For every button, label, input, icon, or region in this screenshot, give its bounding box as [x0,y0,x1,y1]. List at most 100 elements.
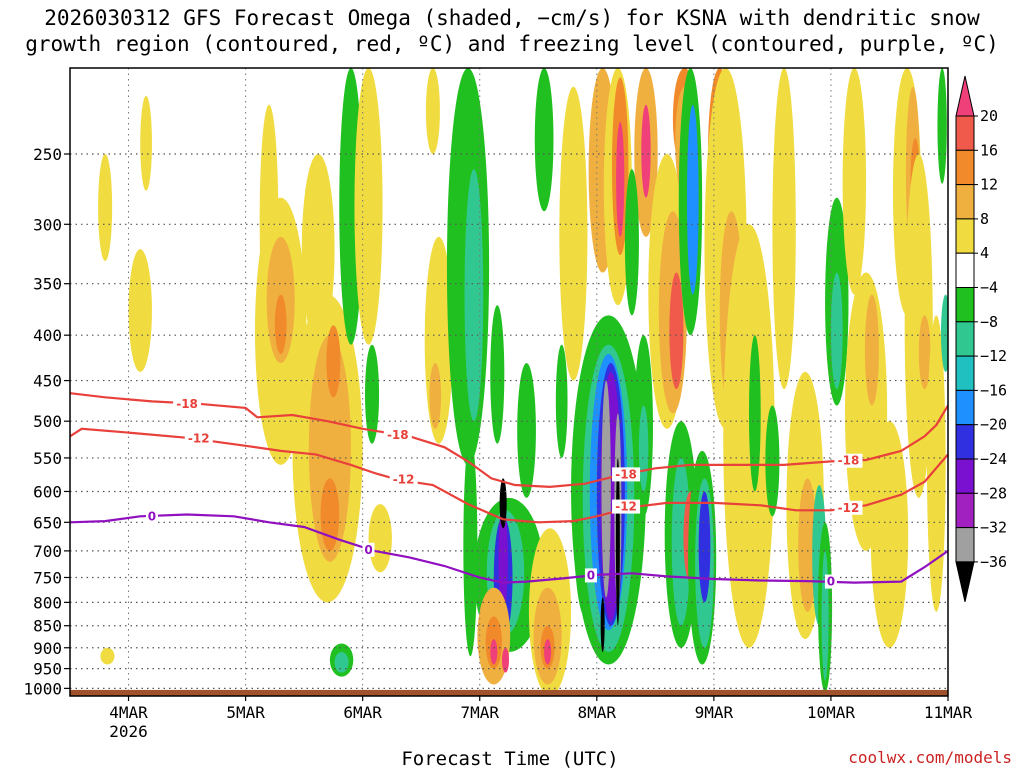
colorbar: 20 16 12 8 4 −4 −8 −12 −16 −20 −24 −28 −32 −36 [955,75,1007,603]
colorbar-top-arrow [955,75,975,117]
dgz-bottom-minus12-line [70,427,948,524]
y-tick-label-900: 900 [33,639,62,658]
dgz-bottom-minus12-label-3: -12 [838,501,860,515]
omega-cell-64 [669,272,684,390]
omega-cell-88 [830,272,843,390]
colorbar-swatch-7 [955,321,975,357]
omega-cell-52 [600,597,605,653]
colorbar-swatch-12 [955,492,975,529]
freezing-level-0-line [70,513,948,584]
colorbar-swatch-3 [955,184,975,220]
y-tick-label-400: 400 [33,326,62,345]
colorbar-swatch-5 [955,252,975,288]
omega-cell-10 [308,335,351,562]
dgz-bottom-minus12-label-bg-2 [612,499,641,514]
omega-cell-100 [940,294,948,372]
omega-cell-89 [842,68,867,295]
y-tick-label-850: 850 [33,617,62,636]
omega-cell-78 [723,224,775,648]
dgz-top-minus18-label-bg-0 [173,396,202,411]
dgz-bottom-minus12-label-bg-0 [184,431,213,446]
omega-cell-99 [937,68,947,184]
omega-cell-70 [671,457,691,626]
omega-cell-0 [98,154,113,262]
omega-cell-2 [128,249,152,372]
chart-title-line-2: growth region (contoured, red, ºC) and f… [25,32,999,56]
y-tick-label-350: 350 [33,275,62,294]
omega-cell-86 [821,550,829,681]
omega-cell-36 [534,68,554,212]
omega-cell-32 [490,639,498,665]
omega-cell-92 [870,421,909,648]
omega-cell-96 [904,154,933,498]
y-tick-label-750: 750 [33,568,62,587]
plot-frame [69,67,949,697]
colorbar-label-6: −8 [980,313,998,331]
omega-cell-12 [326,325,341,398]
omega-cell-61 [638,405,649,492]
omega-cell-79 [748,335,761,492]
colorbar-label-11: −28 [980,484,1007,502]
grid [70,68,948,696]
colorbar-swatch-9 [955,389,975,426]
dgz-bottom-minus12-label-1: -12 [393,473,415,487]
colorbar-swatch-13 [955,527,975,563]
dgz-bottom-minus12-label-2: -12 [615,500,637,514]
credit-text: coolwx.com/models [848,748,1012,767]
dgz-bottom-minus12-label-bg-3 [834,500,863,515]
x-tick-label-6: 10MAR [807,703,856,722]
x-tick-label-0: 4MAR [109,703,148,722]
y-tick-label-1000: 1000 [23,679,62,698]
omega-cell-21 [429,363,442,429]
colorbar-label-4: 4 [980,244,989,262]
y-tick-label-700: 700 [33,542,62,561]
omega-cell-33 [501,647,509,673]
omega-cell-81 [772,68,796,390]
freezing-level-0-label-bg-0 [145,509,158,524]
colorbar-swatch-8 [955,355,975,391]
omega-cell-58 [641,104,651,198]
y-tick-label-500: 500 [33,412,62,431]
y-tick-label-300: 300 [33,215,62,234]
colorbar-label-9: −20 [980,416,1007,434]
omega-cell-25 [490,305,505,444]
freezing-level-0-label-bg-1 [362,542,375,557]
x-tick-sublabel-0: 2026 [109,722,148,741]
omega-cell-41 [555,344,568,458]
freezing-level-0-label-bg-2 [584,568,597,583]
omega-cell-35 [517,363,536,498]
dgz-top-minus18-label-2: -18 [615,467,637,481]
y-tick-label-950: 950 [33,660,62,679]
colorbar-label-5: −4 [980,279,998,297]
omega-cell-40 [544,639,552,665]
x-tick-label-7: 11MAR [924,703,973,722]
omega-cell-17 [365,344,380,444]
freezing-level-0-label-3: 0 [827,575,835,589]
omega-cell-7 [274,294,287,354]
colorbar-label-12: −32 [980,519,1007,537]
y-tick-label-650: 650 [33,513,62,532]
omega-cell-42 [559,86,588,381]
omega-cell-98 [926,315,946,612]
colorbar-bottom-arrow [955,561,975,603]
x-tick-label-3: 7MAR [460,703,499,722]
freezing-level-0-label-1: 0 [364,543,372,557]
omega-cell-56 [616,121,625,237]
freezing-level-0-label-0: 0 [148,509,156,523]
omega-cell-24 [463,436,478,657]
dgz-top-minus18-label-bg-2 [612,467,641,482]
x-tick-label-5: 9MAR [695,703,734,722]
omega-cell-1 [100,647,115,665]
x-axis-label: Forecast Time (UTC) [401,748,618,768]
colorbar-label-2: 12 [980,176,998,194]
colorbar-swatch-11 [955,458,975,494]
dgz-bottom-minus12-label-0: -12 [188,432,210,446]
colorbar-label-7: −12 [980,347,1007,365]
omega-cell-18 [368,504,392,573]
colorbar-swatch-10 [955,424,975,460]
omega-cell-80 [765,405,780,517]
y-tick-label-800: 800 [33,593,62,612]
x-tick-label-2: 6MAR [343,703,382,722]
omega-cell-29 [498,504,508,612]
